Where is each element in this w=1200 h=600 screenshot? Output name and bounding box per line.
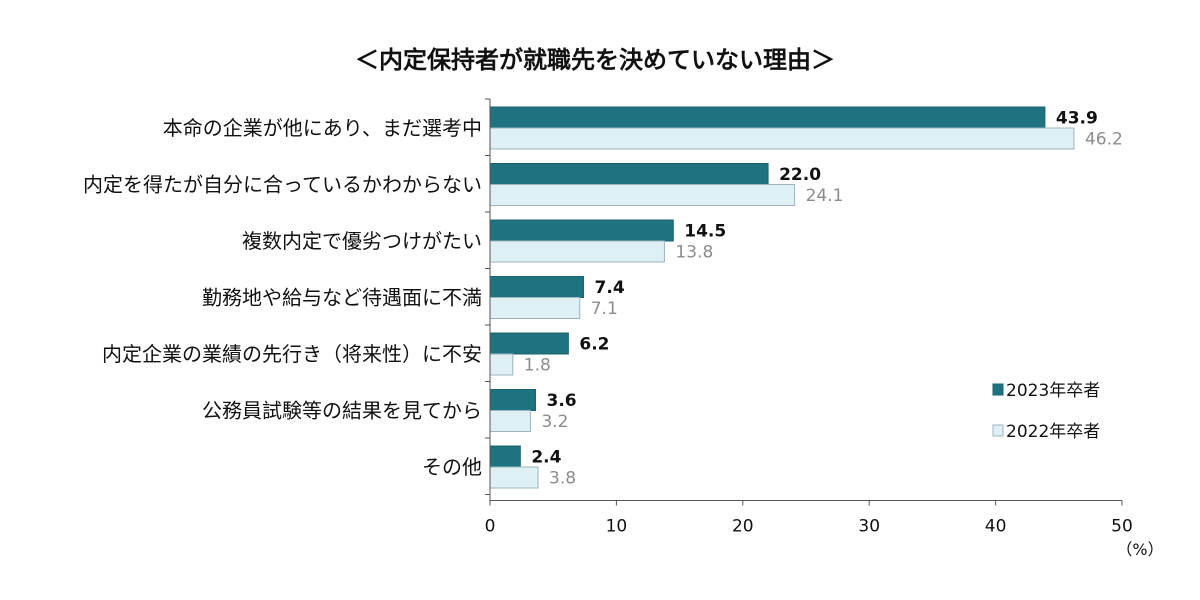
x-tick-label: 0 (485, 517, 496, 537)
x-tick-label: 50 (1111, 517, 1133, 537)
value-label-2023-4: 6.2 (579, 335, 609, 355)
legend-swatch (992, 424, 1004, 437)
value-label-2022-6: 3.8 (549, 469, 576, 489)
category-label: その他 (422, 455, 482, 479)
category-label: 内定企業の業績の先行き（将来性）に不安 (102, 342, 482, 366)
legend: 2023年卒者 2022年卒者 (992, 381, 1100, 442)
category-label: 複数内定で優劣つけがたい (242, 229, 482, 253)
value-label-2023-6: 2.4 (531, 448, 561, 468)
value-label-2023-0: 43.9 (1056, 109, 1098, 129)
category-label: 公務員試験等の結果を見てから (202, 399, 482, 423)
x-tick-label: 20 (732, 517, 754, 537)
bars-layer: 43.946.222.024.114.513.87.47.16.21.83.63… (489, 106, 1123, 489)
legend-swatch (992, 383, 1004, 396)
value-label-2022-3: 7.1 (591, 299, 618, 319)
category-label: 本命の企業が他にあり、まだ選考中 (163, 116, 482, 140)
bar-2022-4 (489, 353, 514, 376)
bar-2023-4 (489, 332, 569, 355)
value-label-2022-0: 46.2 (1085, 130, 1123, 150)
bar-2022-1 (489, 184, 796, 206)
value-label-2023-5: 3.6 (547, 391, 577, 411)
value-label-2022-2: 13.8 (675, 243, 713, 263)
value-label-2023-2: 14.5 (684, 222, 726, 242)
value-label-2022-5: 3.2 (541, 412, 568, 432)
bar-2023-3 (489, 276, 585, 298)
x-tick-label: 30 (858, 517, 880, 537)
legend-label: 2023年卒者 (1006, 381, 1100, 401)
x-axis: 0 10 20 30 40 50 (485, 98, 1133, 537)
bar-2022-6 (489, 466, 539, 489)
chart-title: ＜内定保持者が就職先を決めていない理由＞ (355, 46, 835, 74)
value-label-2022-1: 24.1 (806, 186, 844, 206)
bar-2023-0 (489, 106, 1046, 129)
x-tick-label: 40 (985, 517, 1007, 537)
category-label: 勤務地や給与など待遇面に不満 (202, 286, 482, 310)
value-label-2022-4: 1.8 (524, 356, 551, 376)
bar-2023-6 (489, 445, 521, 468)
bar-2023-2 (489, 219, 674, 242)
bar-2022-5 (489, 410, 531, 432)
legend-label: 2022年卒者 (1006, 422, 1100, 442)
category-label: 内定を得たが自分に合っているかわからない (83, 173, 482, 197)
bar-2023-5 (489, 389, 537, 411)
bar-2022-3 (489, 297, 581, 319)
x-tick-label: 10 (606, 517, 628, 537)
category-labels: 本命の企業が他にあり、まだ選考中内定を得たが自分に合っているかわからない複数内定… (83, 116, 482, 479)
bar-2022-2 (489, 240, 665, 263)
x-axis-unit: （%） (1116, 540, 1163, 559)
value-label-2023-1: 22.0 (779, 165, 821, 185)
bar-2022-0 (489, 127, 1075, 150)
bar-2023-1 (489, 163, 769, 185)
value-label-2023-3: 7.4 (595, 278, 625, 298)
